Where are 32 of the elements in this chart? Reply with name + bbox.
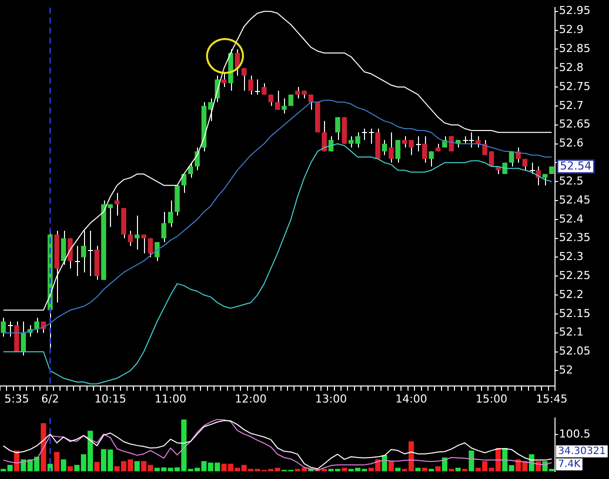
x-tick-label: 15:00	[476, 392, 508, 406]
y-tick-label: 52.2	[559, 288, 584, 301]
x-tick-label: 11:00	[154, 392, 186, 406]
y-tick-label: 52.4	[559, 212, 584, 226]
y-tick-label: 52.8	[559, 60, 584, 74]
y-tick-label: 52.25	[559, 268, 590, 282]
y-tick-label: 52.15	[559, 306, 590, 320]
x-tick-label: 14:00	[395, 392, 428, 406]
y-tick-label: 52.5	[559, 174, 584, 188]
y-tick-label: 52.7	[559, 98, 584, 112]
y-tick-label: 52.05	[559, 344, 590, 358]
y-tick-label: 52.35	[559, 231, 590, 244]
y-tick-label: 100.5	[559, 428, 590, 440]
y-tick-label: 52.95	[559, 4, 590, 18]
x-tick-label: 10:15	[94, 392, 126, 406]
y-tick-label: 52.75	[559, 80, 590, 93]
y-tick-label: 52.45	[559, 193, 590, 206]
x-tick-label: 15:45	[536, 392, 568, 406]
x-tick-label: 6/2	[41, 392, 59, 406]
annotation: 52.54	[560, 159, 592, 172]
text: 7.4K	[558, 458, 581, 470]
y-tick-label: 52.65	[559, 118, 590, 131]
x-tick-label: 12:00	[234, 392, 267, 406]
y-tick-label: 52.6	[559, 136, 584, 150]
text: 34.30321	[558, 446, 606, 457]
y-tick-label: 52.3	[559, 250, 584, 264]
y-tick-label: 52.85	[559, 42, 590, 56]
y-tick-label: 52.9	[559, 23, 584, 36]
x-tick-label: 5:35	[4, 392, 30, 406]
y-tick-label: 52.1	[559, 326, 584, 339]
x-tick-label: 13:00	[315, 392, 347, 406]
y-tick-label: 52	[559, 364, 573, 377]
